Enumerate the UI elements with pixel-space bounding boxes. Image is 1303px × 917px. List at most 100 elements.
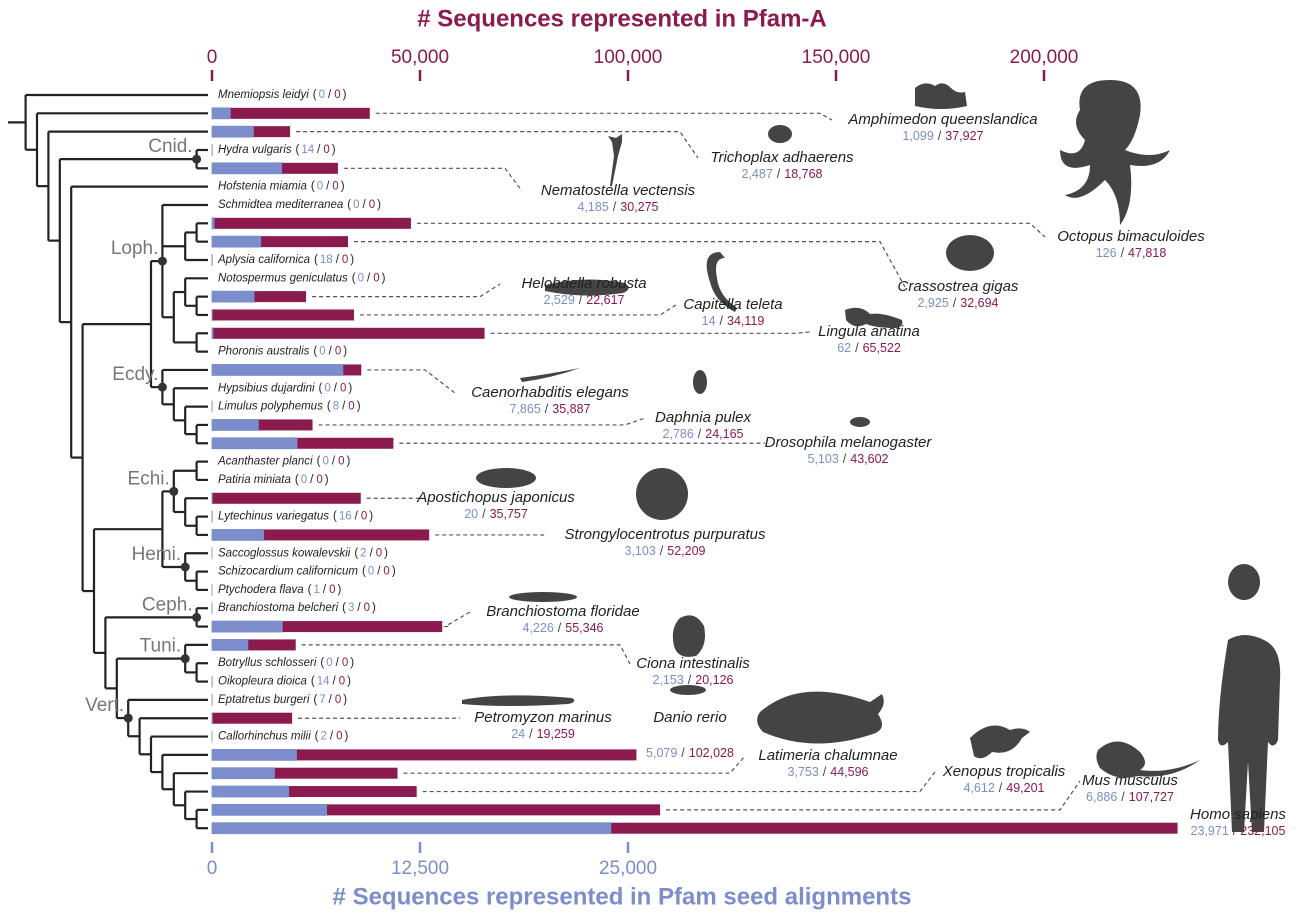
- count-label: 24/19,259: [511, 727, 575, 741]
- pfam-count: 0: [336, 731, 342, 743]
- count-label: 2,487/18,768: [742, 167, 823, 181]
- sea-cucumber-silhouette: [476, 468, 536, 488]
- clade-label: Vert.: [85, 695, 124, 716]
- species-label: Latimeria chalumnae: [758, 747, 897, 764]
- count-label: 4,612/49,201: [964, 781, 1045, 795]
- clade-node: [181, 654, 190, 663]
- pfam-count: 0: [334, 89, 340, 101]
- separator: /: [317, 144, 321, 156]
- seed-count: 2: [360, 547, 366, 559]
- leader-line: [360, 305, 676, 315]
- species-label: Homo sapiens: [1190, 806, 1286, 823]
- pfam-count: 232,105: [1240, 824, 1285, 838]
- clade-label: Hemi.: [132, 544, 182, 565]
- seed-count: 62: [837, 341, 851, 355]
- clade-label: Tuni.: [140, 636, 182, 657]
- bracket: ): [332, 144, 336, 156]
- count-label: 7,865/35,887: [510, 402, 591, 416]
- species-name: Limulus polyphemus: [218, 401, 323, 413]
- pfam-count: 18,768: [784, 167, 822, 181]
- seed-bar: [212, 438, 297, 449]
- species-label: Hypsibius dujardini(0/0): [218, 382, 352, 394]
- separator: /: [329, 346, 333, 358]
- separator: /: [333, 676, 337, 688]
- daphnia-silhouette: [693, 370, 707, 394]
- seed-bar: [212, 639, 248, 650]
- seed-bar: [212, 768, 274, 779]
- x2-tick-label: 0: [207, 858, 218, 879]
- x2-tick-label: 12,500: [391, 858, 449, 879]
- pfam-count: 0: [373, 272, 379, 284]
- pfam-a-bar: [212, 493, 361, 504]
- separator: /: [329, 694, 333, 706]
- seed-count: 6,886: [1086, 790, 1117, 804]
- fly-silhouette: [850, 417, 870, 427]
- count-label: 3,753 /44,596: [788, 765, 869, 779]
- seed-bar: [212, 218, 214, 229]
- octopus-silhouette: [1060, 80, 1170, 225]
- species-name: Notospermus geniculatus: [218, 272, 348, 284]
- seed-count: 0: [319, 346, 325, 358]
- leader-line: [319, 418, 645, 425]
- bracket: (: [362, 566, 366, 578]
- x-tick-label: 100,000: [594, 47, 663, 68]
- separator: /: [482, 507, 486, 521]
- pfam-count: 0: [332, 181, 338, 193]
- count-label: 4,226/55,346: [523, 621, 604, 635]
- seed-bar: [212, 823, 611, 834]
- pfam-count: 24,165: [705, 427, 743, 441]
- pfam-count: 0: [383, 566, 389, 578]
- x-tick-label: 50,000: [391, 47, 449, 68]
- pfam-a-bar: [212, 328, 485, 339]
- pfam-count: 0: [323, 144, 329, 156]
- count-label: 14/34,119: [702, 314, 765, 328]
- bracket: (: [327, 401, 331, 413]
- count-label: 2,786/24,165: [663, 427, 744, 441]
- seed-count: 2,153: [653, 673, 684, 687]
- seed-count: 7: [319, 694, 325, 706]
- seed-bar: [212, 749, 297, 760]
- pfam-count: 65,522: [863, 341, 901, 355]
- leader-line: [344, 168, 522, 191]
- pfam-count: 0: [348, 401, 354, 413]
- separator: /: [823, 765, 827, 779]
- seed-bar: [212, 786, 289, 797]
- bracket: (: [333, 511, 337, 523]
- bracket: ): [325, 474, 329, 486]
- count-label: 6,886/107,727: [1086, 790, 1174, 804]
- pfam-count: 102,028: [689, 746, 734, 760]
- seed-count: 1,099: [903, 129, 934, 143]
- chart-title: # Sequences represented in Pfam-A: [417, 5, 826, 32]
- pfam-count: 0: [361, 511, 367, 523]
- clade-node: [192, 613, 201, 622]
- species-label: Crassostrea gigas: [898, 278, 1019, 295]
- species-label: Caenorhabditis elegans: [471, 384, 629, 401]
- seed-count: 2: [321, 731, 327, 743]
- separator: /: [558, 621, 562, 635]
- leader-line: [417, 223, 1045, 237]
- count-label: 1,099/37,927: [903, 129, 984, 143]
- bracket: ): [377, 199, 381, 211]
- separator: /: [660, 544, 664, 558]
- bracket: ): [343, 346, 347, 358]
- anemone-silhouette: [608, 134, 622, 186]
- count-label: 5,079/102,028: [646, 746, 734, 760]
- lamprey-silhouette: [462, 695, 574, 706]
- species-label: Apostichopus japonicus: [416, 489, 575, 506]
- species-label: Octopus bimaculoides: [1057, 228, 1205, 245]
- seed-count: 0: [301, 474, 307, 486]
- pfam-count: 0: [364, 602, 370, 614]
- bracket: ): [343, 694, 347, 706]
- pfam-count: 107,727: [1129, 790, 1174, 804]
- separator: /: [1233, 824, 1237, 838]
- bracket: ): [348, 382, 352, 394]
- separator: /: [363, 199, 367, 211]
- seed-count: 3,753: [788, 765, 819, 779]
- species-label: Ciona intestinalis: [636, 655, 750, 672]
- bracket: ): [341, 181, 345, 193]
- bracket: ): [346, 456, 350, 468]
- pfam-count: 44,596: [830, 765, 868, 779]
- seed-count: 5,103: [808, 452, 839, 466]
- x-tick-label: 0: [207, 47, 218, 68]
- species-label: Danio rerio: [653, 709, 726, 726]
